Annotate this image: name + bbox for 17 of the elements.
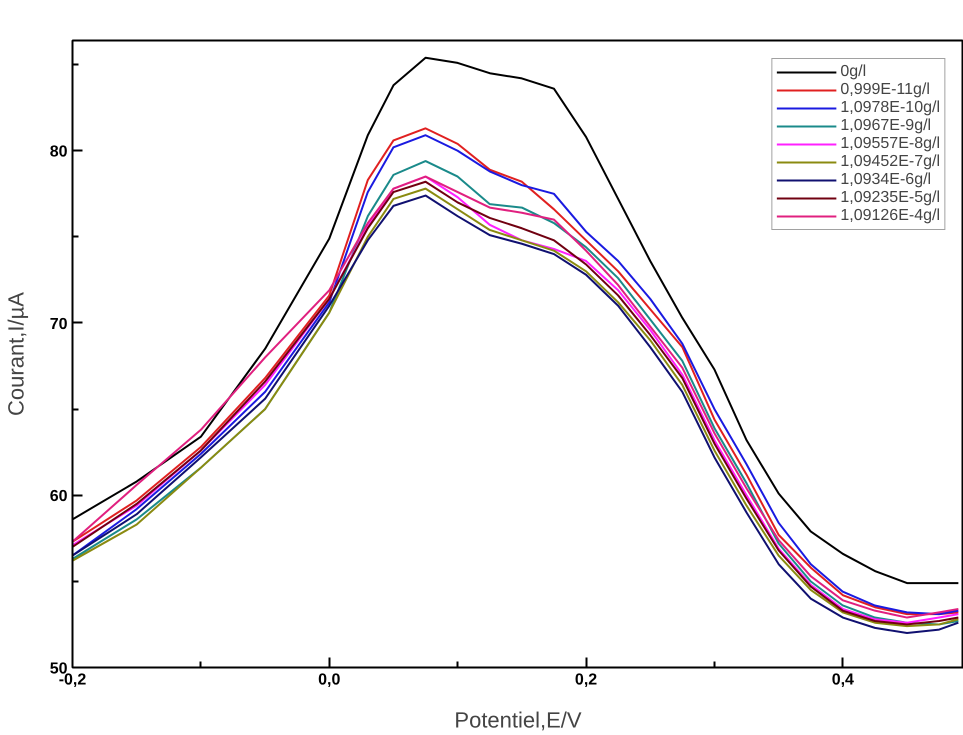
legend-label: 1,09235E-5g/l	[840, 189, 940, 207]
x-tick-label: 0,4	[832, 672, 854, 688]
x-axis-title: Potentiel,E/V	[454, 708, 582, 732]
legend-label: 0g/l	[840, 63, 866, 81]
legend-label: 1,0978E-10g/l	[840, 99, 940, 117]
x-tick-label: 0,2	[574, 672, 598, 688]
legend-label: 0,999E-11g/l	[840, 81, 930, 99]
y-axis-title: Courant,I/µA	[4, 292, 29, 416]
legend-label: 1,0967E-9g/l	[840, 117, 932, 135]
legend-label: 1,0934E-6g/l	[840, 171, 932, 189]
legend-label: 1,09126E-4g/l	[840, 207, 940, 225]
y-tick-label: 80	[50, 144, 68, 161]
legend-label: 1,09452E-7g/l	[840, 153, 940, 171]
x-tick-label: 0,0	[318, 672, 340, 688]
y-tick-label: 60	[50, 488, 68, 506]
y-tick-label: 70	[50, 316, 68, 333]
legend-label: 1,09557E-8g/l	[840, 135, 940, 153]
